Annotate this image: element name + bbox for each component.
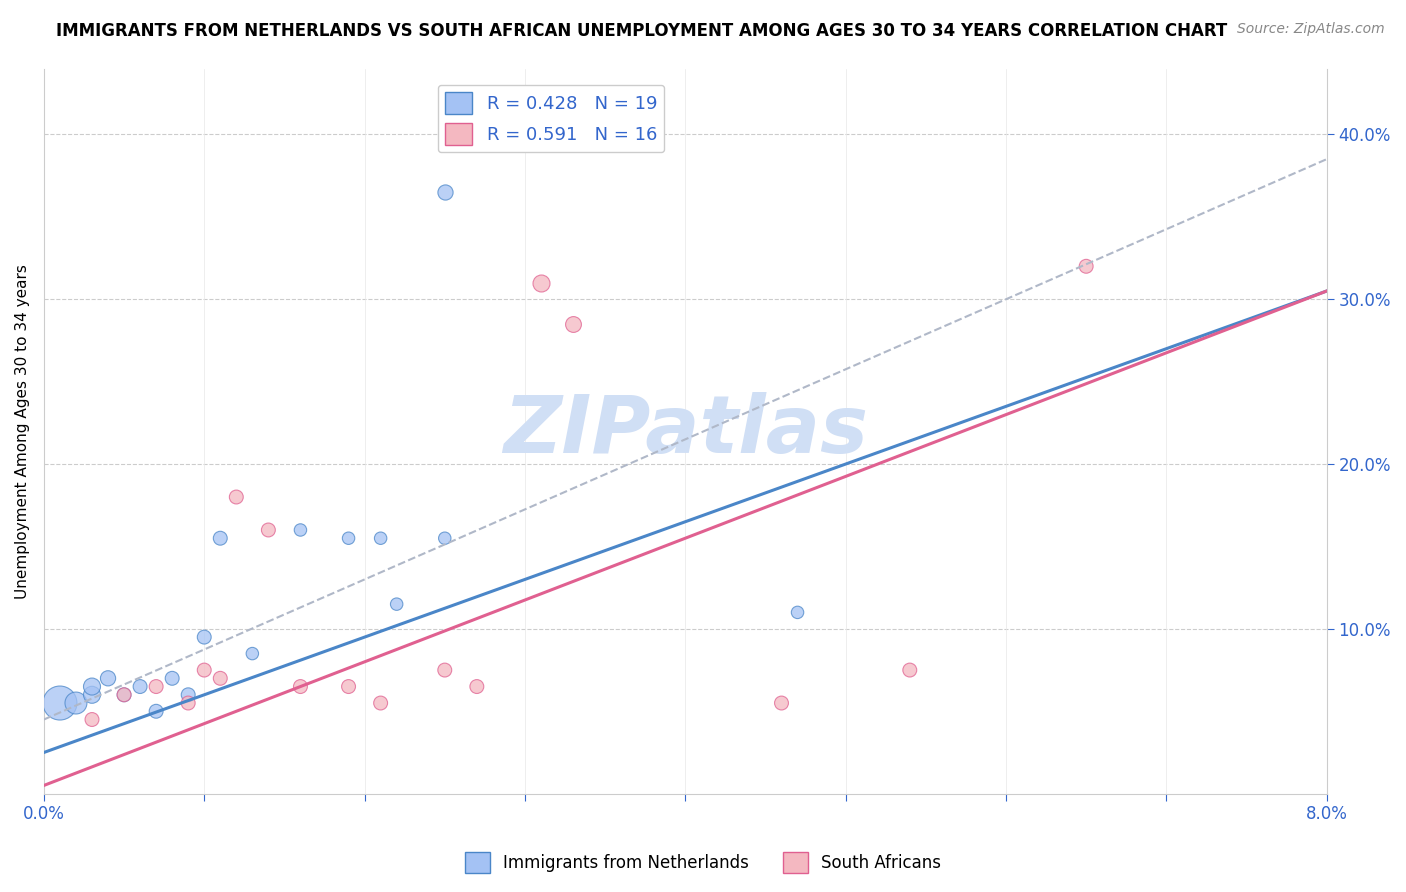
Point [65, 696, 87, 710]
Point [465, 680, 488, 694]
Point [898, 663, 921, 677]
Point [209, 671, 232, 685]
Point [530, 276, 553, 290]
Text: Source: ZipAtlas.com: Source: ZipAtlas.com [1237, 22, 1385, 37]
Point [1076, 260, 1098, 274]
Point [562, 317, 585, 331]
Point [786, 606, 808, 620]
Point [290, 680, 312, 694]
Point [433, 185, 456, 199]
Point [145, 680, 167, 694]
Point [160, 671, 183, 685]
Point [80, 713, 103, 727]
Point [385, 597, 408, 611]
Point [209, 531, 232, 545]
Point [240, 647, 263, 661]
Y-axis label: Unemployment Among Ages 30 to 34 years: Unemployment Among Ages 30 to 34 years [15, 264, 30, 599]
Point [145, 704, 167, 718]
Point [290, 523, 312, 537]
Point [193, 630, 215, 644]
Text: IMMIGRANTS FROM NETHERLANDS VS SOUTH AFRICAN UNEMPLOYMENT AMONG AGES 30 TO 34 YE: IMMIGRANTS FROM NETHERLANDS VS SOUTH AFR… [56, 22, 1227, 40]
Point [112, 688, 135, 702]
Point [370, 696, 392, 710]
Point [97, 671, 120, 685]
Point [80, 688, 103, 702]
Point [193, 663, 215, 677]
Point [80, 680, 103, 694]
Point [225, 490, 247, 504]
Point [129, 680, 152, 694]
Point [770, 696, 793, 710]
Text: ZIPatlas: ZIPatlas [503, 392, 868, 470]
Point [337, 680, 360, 694]
Point [433, 531, 456, 545]
Point [370, 531, 392, 545]
Point [112, 688, 135, 702]
Point [433, 663, 456, 677]
Point [337, 531, 360, 545]
Point [257, 523, 280, 537]
Point [49, 696, 72, 710]
Point [177, 688, 200, 702]
Point [177, 696, 200, 710]
Legend: R = 0.428   N = 19, R = 0.591   N = 16: R = 0.428 N = 19, R = 0.591 N = 16 [437, 85, 664, 153]
Legend: Immigrants from Netherlands, South Africans: Immigrants from Netherlands, South Afric… [458, 846, 948, 880]
